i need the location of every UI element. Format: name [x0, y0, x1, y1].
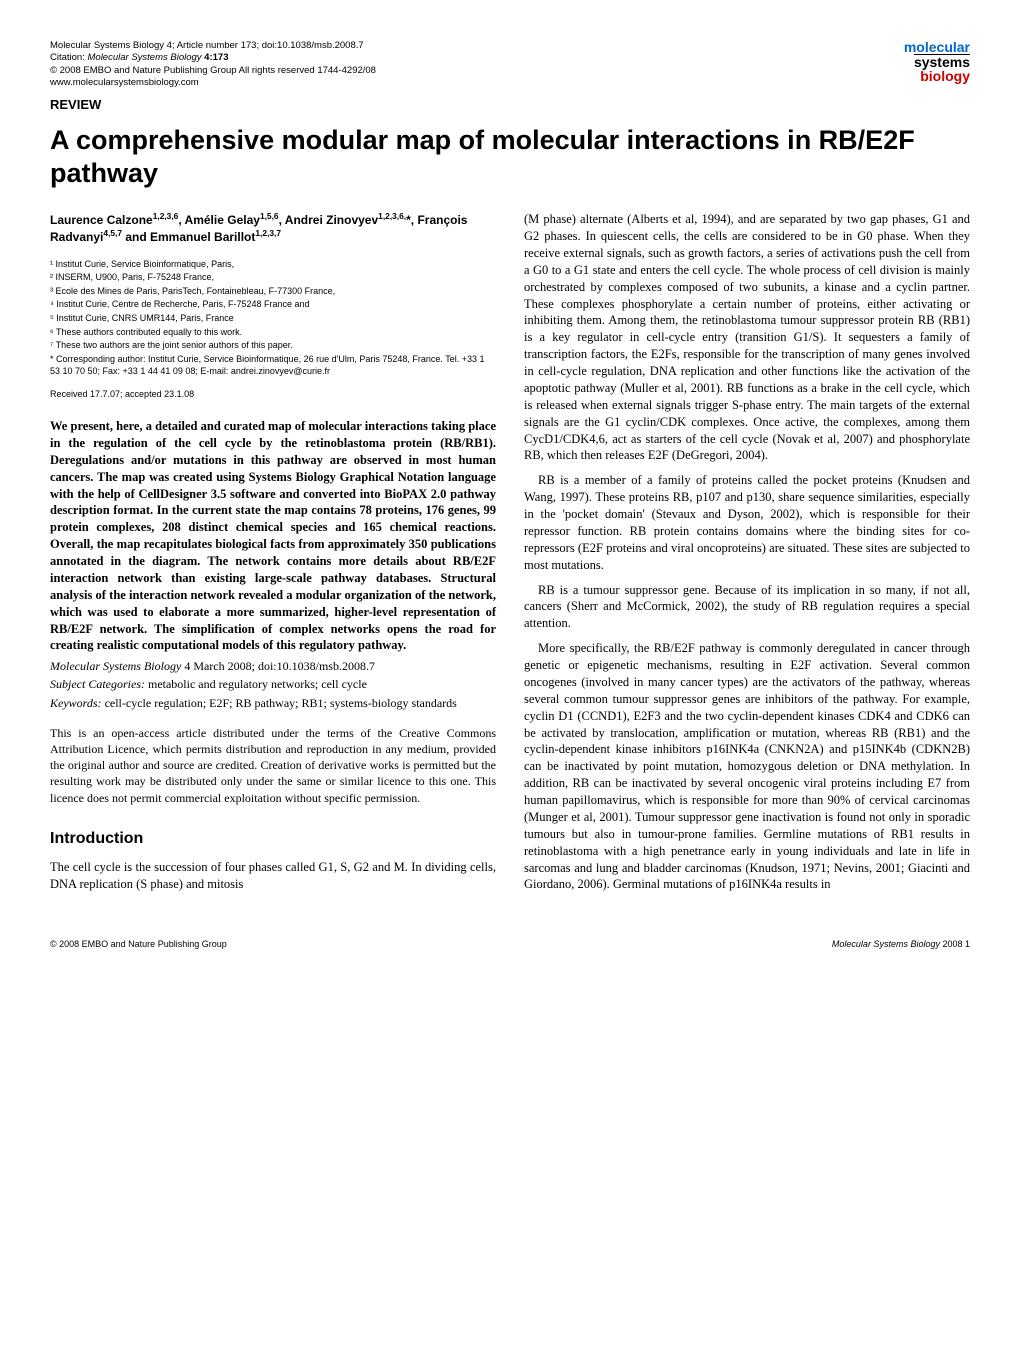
- citation-suffix: 4:173: [202, 52, 229, 63]
- meta-line-1: Molecular Systems Biology 4; Article num…: [50, 40, 376, 52]
- right-column: (M phase) alternate (Alberts et al, 1994…: [524, 211, 970, 901]
- subject-label: Subject Categories:: [50, 677, 145, 691]
- received-dates: Received 17.7.07; accepted 23.1.08: [50, 388, 496, 400]
- article-title: A comprehensive modular map of molecular…: [50, 124, 970, 189]
- footer-page-number: 2008 1: [940, 939, 970, 949]
- section-heading-introduction: Introduction: [50, 828, 496, 850]
- citation-journal: Molecular Systems Biology: [88, 52, 202, 63]
- logo-systems: systems: [914, 54, 970, 69]
- affiliations-list: ¹ Institut Curie, Service Bioinformatiqu…: [50, 258, 496, 378]
- keywords: Keywords: cell-cycle regulation; E2F; RB…: [50, 695, 496, 711]
- header-meta: Molecular Systems Biology 4; Article num…: [50, 40, 376, 89]
- footer-journal: Molecular Systems Biology: [832, 939, 940, 949]
- page-footer: © 2008 EMBO and Nature Publishing Group …: [50, 931, 970, 949]
- citation-journal-name: Molecular Systems Biology: [50, 659, 181, 673]
- footer-page-info: Molecular Systems Biology 2008 1: [832, 939, 970, 949]
- body-paragraph-2: RB is a member of a family of proteins c…: [524, 472, 970, 573]
- meta-line-3: © 2008 EMBO and Nature Publishing Group …: [50, 65, 376, 77]
- subject-categories: Subject Categories: metabolic and regula…: [50, 676, 496, 692]
- citation-line: Molecular Systems Biology 4 March 2008; …: [50, 658, 496, 674]
- affiliation-item: * Corresponding author: Institut Curie, …: [50, 353, 496, 378]
- subject-value: metabolic and regulatory networks; cell …: [145, 677, 367, 691]
- citation-prefix: Citation:: [50, 52, 88, 63]
- intro-body: The cell cycle is the succession of four…: [50, 859, 496, 893]
- logo-biology: biology: [904, 69, 970, 83]
- license-text: This is an open-access article distribut…: [50, 725, 496, 806]
- body-paragraph-3: RB is a tumour suppressor gene. Because …: [524, 582, 970, 633]
- journal-logo: molecular systems biology: [904, 40, 970, 83]
- meta-line-4: www.molecularsystemsbiology.com: [50, 77, 376, 89]
- affiliation-item: ⁵ Institut Curie, CNRS UMR144, Paris, Fr…: [50, 312, 496, 325]
- keywords-label: Keywords:: [50, 696, 102, 710]
- citation-details: 4 March 2008; doi:10.1038/msb.2008.7: [181, 659, 375, 673]
- affiliation-item: ⁷ These two authors are the joint senior…: [50, 339, 496, 352]
- two-column-layout: Laurence Calzone1,2,3,6, Amélie Gelay1,5…: [50, 211, 970, 901]
- body-paragraph-1: (M phase) alternate (Alberts et al, 1994…: [524, 211, 970, 464]
- affiliation-item: ³ Ecole des Mines de Paris, ParisTech, F…: [50, 285, 496, 298]
- affiliation-item: ⁴ Institut Curie, Centre de Recherche, P…: [50, 298, 496, 311]
- affiliation-item: ¹ Institut Curie, Service Bioinformatiqu…: [50, 258, 496, 271]
- keywords-value: cell-cycle regulation; E2F; RB pathway; …: [102, 696, 457, 710]
- affiliation-item: ² INSERM, U900, Paris, F-75248 France,: [50, 271, 496, 284]
- footer-copyright: © 2008 EMBO and Nature Publishing Group: [50, 939, 227, 949]
- logo-molecular: molecular: [904, 40, 970, 54]
- intro-paragraph-1: The cell cycle is the succession of four…: [50, 859, 496, 893]
- article-type-label: REVIEW: [50, 97, 970, 112]
- body-paragraph-4: More specifically, the RB/E2F pathway is…: [524, 640, 970, 893]
- header-row: Molecular Systems Biology 4; Article num…: [50, 40, 970, 89]
- abstract-text: We present, here, a detailed and curated…: [50, 418, 496, 654]
- left-column: Laurence Calzone1,2,3,6, Amélie Gelay1,5…: [50, 211, 496, 901]
- meta-line-2: Citation: Molecular Systems Biology 4:17…: [50, 52, 376, 64]
- affiliation-item: ⁶ These authors contributed equally to t…: [50, 326, 496, 339]
- author-list: Laurence Calzone1,2,3,6, Amélie Gelay1,5…: [50, 211, 496, 245]
